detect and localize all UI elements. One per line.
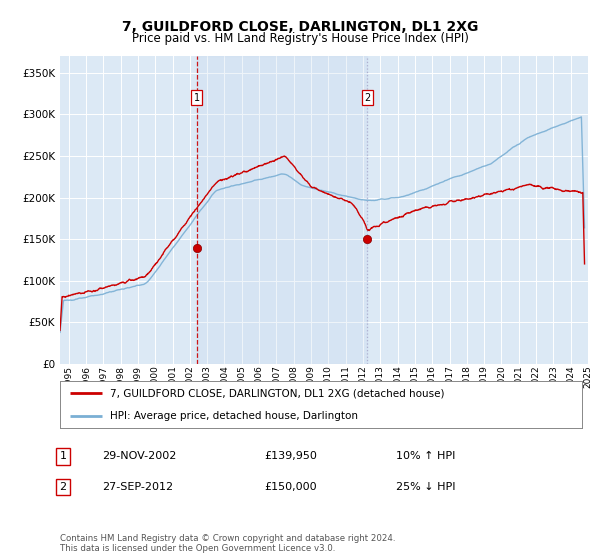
Text: 7, GUILDFORD CLOSE, DARLINGTON, DL1 2XG (detached house): 7, GUILDFORD CLOSE, DARLINGTON, DL1 2XG … — [110, 388, 444, 398]
Text: 1: 1 — [194, 92, 200, 102]
Text: HPI: Average price, detached house, Darlington: HPI: Average price, detached house, Darl… — [110, 411, 358, 421]
Text: 10% ↑ HPI: 10% ↑ HPI — [396, 451, 455, 461]
Text: Price paid vs. HM Land Registry's House Price Index (HPI): Price paid vs. HM Land Registry's House … — [131, 32, 469, 45]
Text: 2: 2 — [59, 482, 67, 492]
Text: £139,950: £139,950 — [264, 451, 317, 461]
Text: 25% ↓ HPI: 25% ↓ HPI — [396, 482, 455, 492]
Text: 7, GUILDFORD CLOSE, DARLINGTON, DL1 2XG: 7, GUILDFORD CLOSE, DARLINGTON, DL1 2XG — [122, 20, 478, 34]
Text: 2: 2 — [364, 92, 370, 102]
Text: 1: 1 — [59, 451, 67, 461]
Bar — [197, 56, 367, 364]
Text: 29-NOV-2002: 29-NOV-2002 — [102, 451, 176, 461]
Text: £150,000: £150,000 — [264, 482, 317, 492]
Text: Contains HM Land Registry data © Crown copyright and database right 2024.
This d: Contains HM Land Registry data © Crown c… — [60, 534, 395, 553]
Text: 27-SEP-2012: 27-SEP-2012 — [102, 482, 173, 492]
